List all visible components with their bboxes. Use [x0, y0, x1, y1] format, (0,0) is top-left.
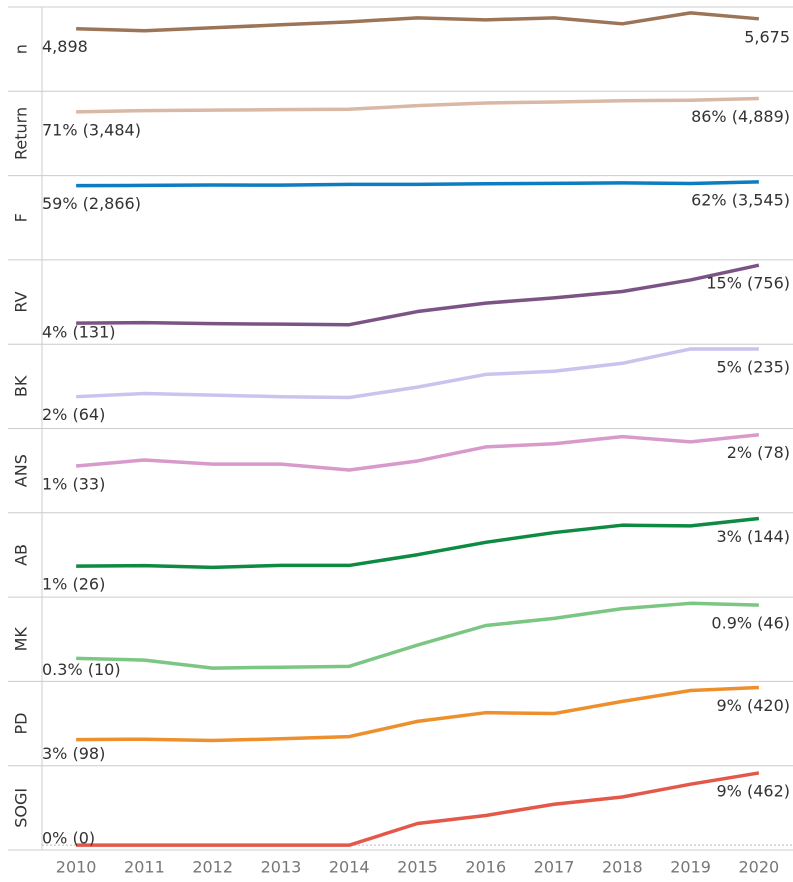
x-tick-label: 2015: [397, 858, 438, 877]
value-label: 0.9% (46): [711, 614, 790, 633]
value-label: 0.3% (10): [42, 660, 121, 679]
value-label: 71% (3,484): [42, 120, 141, 139]
series-line: [76, 601, 759, 670]
series-line: [76, 263, 760, 327]
value-label: 4,898: [42, 37, 88, 56]
value-label: 86% (4,889): [691, 107, 790, 126]
series-line: [75, 433, 760, 472]
value-label: 1% (26): [42, 575, 105, 594]
x-tick-label: 2020: [739, 858, 780, 877]
x-tick-label: 2019: [670, 858, 711, 877]
value-label: 9% (462): [717, 781, 791, 800]
series-line: [76, 11, 760, 33]
value-label: 5% (235): [717, 357, 791, 376]
row-label: n: [12, 44, 31, 54]
value-label: 3% (144): [717, 527, 791, 546]
value-label: 2% (64): [42, 405, 105, 424]
row-label: AB: [12, 544, 31, 566]
series-line: [76, 180, 759, 188]
value-label: 0% (0): [42, 829, 95, 848]
x-tick-label: 2017: [534, 858, 575, 877]
x-tick-label: 2010: [56, 858, 97, 877]
value-label: 5,675: [744, 27, 790, 46]
series-line: [76, 516, 760, 570]
row-label: F: [12, 213, 31, 222]
series-line: [76, 347, 759, 400]
x-tick-label: 2014: [329, 858, 370, 877]
value-label: 59% (2,866): [42, 194, 141, 213]
x-tick-label: 2012: [192, 858, 233, 877]
value-label: 9% (420): [717, 696, 791, 715]
value-label: 2% (78): [727, 443, 790, 462]
series-line: [76, 771, 760, 847]
x-tick-label: 2013: [261, 858, 302, 877]
value-label: 1% (33): [42, 474, 105, 493]
row-label: MK: [12, 627, 31, 652]
value-label: 3% (98): [42, 744, 105, 763]
x-tick-label: 2011: [124, 858, 165, 877]
x-tick-label: 2016: [465, 858, 506, 877]
value-label: 4% (131): [42, 323, 116, 342]
series-line: [76, 96, 759, 114]
row-label: ANS: [12, 454, 31, 487]
value-label: 62% (3,545): [691, 190, 790, 209]
x-tick-label: 2018: [602, 858, 643, 877]
value-label: 15% (756): [706, 274, 790, 293]
row-label: SOGI: [12, 788, 31, 828]
row-label: BK: [12, 375, 31, 397]
row-label: RV: [12, 291, 31, 312]
series-line: [76, 685, 759, 743]
row-label: PD: [12, 713, 31, 735]
row-label: Return: [12, 107, 31, 160]
